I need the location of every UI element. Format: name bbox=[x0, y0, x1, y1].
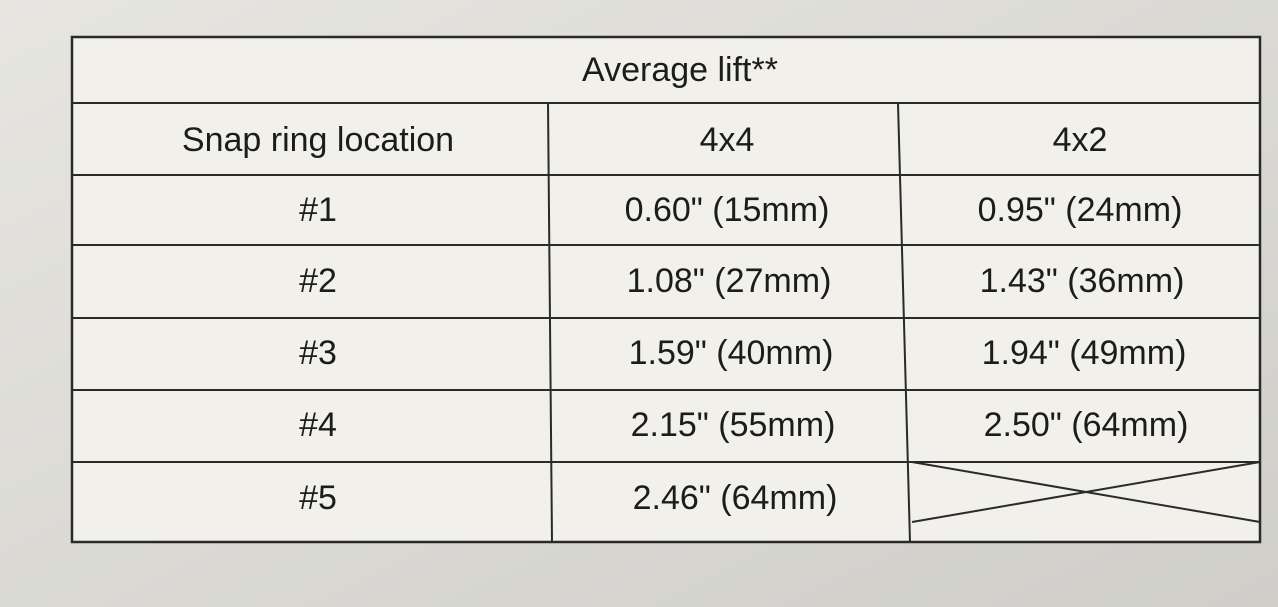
cell: 1.43" (36mm) bbox=[980, 262, 1185, 300]
row-label: #2 bbox=[299, 262, 337, 300]
table-border bbox=[70, 35, 1262, 544]
column-line bbox=[897, 102, 911, 543]
column-line bbox=[547, 102, 553, 543]
row-label: #4 bbox=[299, 406, 337, 444]
cell: 1.94" (49mm) bbox=[982, 334, 1187, 372]
cell: 1.08" (27mm) bbox=[627, 262, 832, 300]
column-header: 4x4 bbox=[700, 121, 755, 159]
row-label: #1 bbox=[299, 191, 337, 229]
cell: 1.59" (40mm) bbox=[629, 334, 834, 372]
cell: 0.60" (15mm) bbox=[625, 191, 830, 229]
table-title: Average lift** bbox=[582, 51, 778, 89]
column-header: 4x2 bbox=[1053, 121, 1108, 159]
row-label: #3 bbox=[299, 334, 337, 372]
cell: 0.95" (24mm) bbox=[978, 191, 1183, 229]
column-header: Snap ring location bbox=[182, 121, 454, 159]
cell: 2.15" (55mm) bbox=[631, 406, 836, 444]
cell: 2.50" (64mm) bbox=[984, 406, 1189, 444]
row-label: #5 bbox=[299, 479, 337, 517]
table-lines bbox=[70, 35, 1262, 544]
cell: 2.46" (64mm) bbox=[633, 479, 838, 517]
cross-out bbox=[911, 461, 1261, 523]
